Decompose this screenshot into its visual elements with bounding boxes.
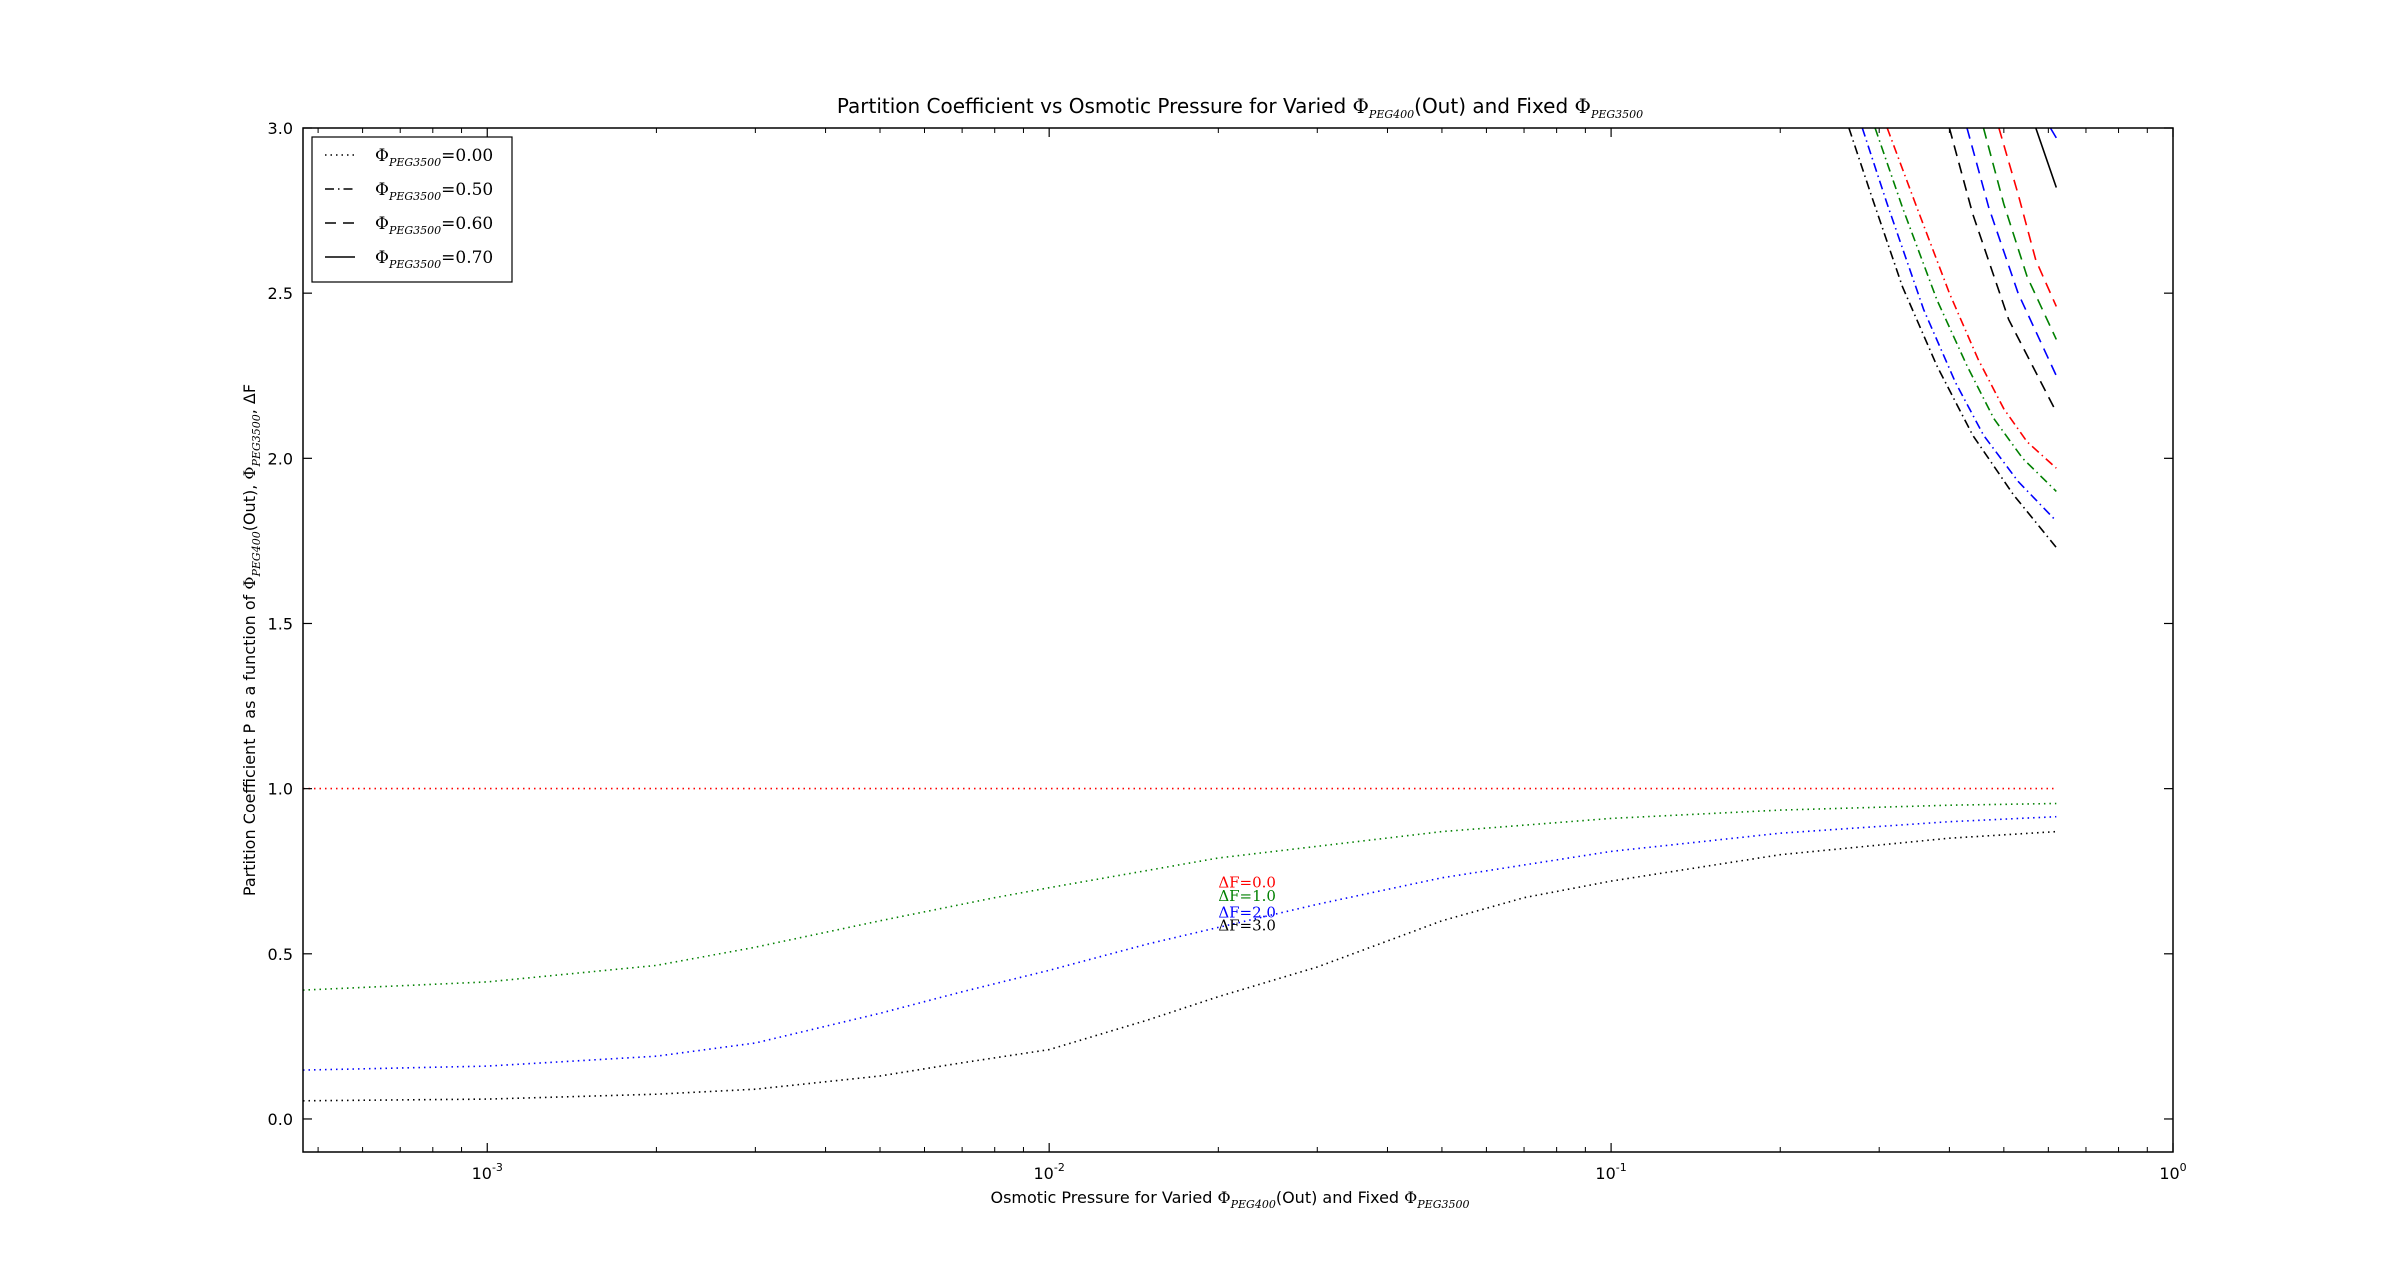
y-tick-label: 3.0 <box>268 119 293 138</box>
plot-area: ΔF=0.0ΔF=1.0ΔF=2.0ΔF=3.0 0.0 0.5 1.0 1.5 2.0… <box>268 119 2187 1183</box>
y-tick-label: 2.0 <box>268 449 293 468</box>
x-tick-label: 10-2 <box>1034 1161 1065 1183</box>
y-tick-label: 1.0 <box>268 780 293 799</box>
legend-entries: ΦPEG3500=0.00 ΦPEG3500=0.50 ΦPEG3500=0.60 Φ… <box>325 146 493 271</box>
legend-label: ΦPEG3500=0.00 <box>375 146 493 169</box>
y-tick-label: 1.5 <box>268 614 293 633</box>
series-line-phi07-df3 <box>2035 128 2058 188</box>
plot-frame <box>302 127 2174 1153</box>
series-line-phi06-df2 <box>1966 128 2058 377</box>
legend: ΦPEG3500=0.00 ΦPEG3500=0.50 ΦPEG3500=0.60 Φ… <box>311 136 513 283</box>
series-line-phi05-df0 <box>1886 128 2057 469</box>
legend-box <box>311 136 513 283</box>
y-tick-label: 2.5 <box>268 284 293 303</box>
series-line-phi07-df2 <box>2049 128 2057 139</box>
series-line-phi05-df3 <box>1848 128 2057 549</box>
x-tick-label: 10-3 <box>472 1161 503 1183</box>
x-tick-label: 10-1 <box>1595 1161 1626 1183</box>
delta-f-annotation: ΔF=2.0 <box>1218 903 1276 921</box>
chart-title: Partition Coefficient vs Osmotic Pressur… <box>837 94 1643 121</box>
legend-label: ΦPEG3500=0.70 <box>375 248 493 271</box>
series-line-phi05-df2 <box>1861 128 2057 522</box>
series-line-phi0-df1 <box>303 802 2057 991</box>
delta-f-annotation: ΔF=1.0 <box>1218 887 1276 905</box>
delta-f-annotation: ΔF=0.0 <box>1218 874 1276 892</box>
y-tick-label: 0.5 <box>268 945 293 964</box>
series-layer <box>303 128 2058 1102</box>
x-axis-label: Osmotic Pressure for Varied ΦPEG400(Out)… <box>990 1188 1469 1211</box>
legend-label: ΦPEG3500=0.60 <box>375 214 493 237</box>
series-line-phi06-df0 <box>1998 128 2058 307</box>
tick-layer: 0.0 0.5 1.0 1.5 2.0 2.5 3.0 10-3 10-2 10-1 100 <box>268 119 2187 1183</box>
series-line-phi06-df3 <box>1948 128 2058 413</box>
delta-f-annotation: ΔF=3.0 <box>1218 917 1276 935</box>
series-line-phi06-df1 <box>1982 128 2058 340</box>
y-axis-label: Partition Coefficient P as a function of… <box>240 384 263 896</box>
x-tick-label: 100 <box>2159 1161 2186 1183</box>
legend-label: ΦPEG3500=0.50 <box>375 180 493 203</box>
series-line-phi0-df2 <box>303 815 2057 1071</box>
annotation-layer: ΔF=0.0ΔF=1.0ΔF=2.0ΔF=3.0 <box>1218 874 1276 935</box>
y-tick-label: 0.0 <box>268 1110 293 1129</box>
